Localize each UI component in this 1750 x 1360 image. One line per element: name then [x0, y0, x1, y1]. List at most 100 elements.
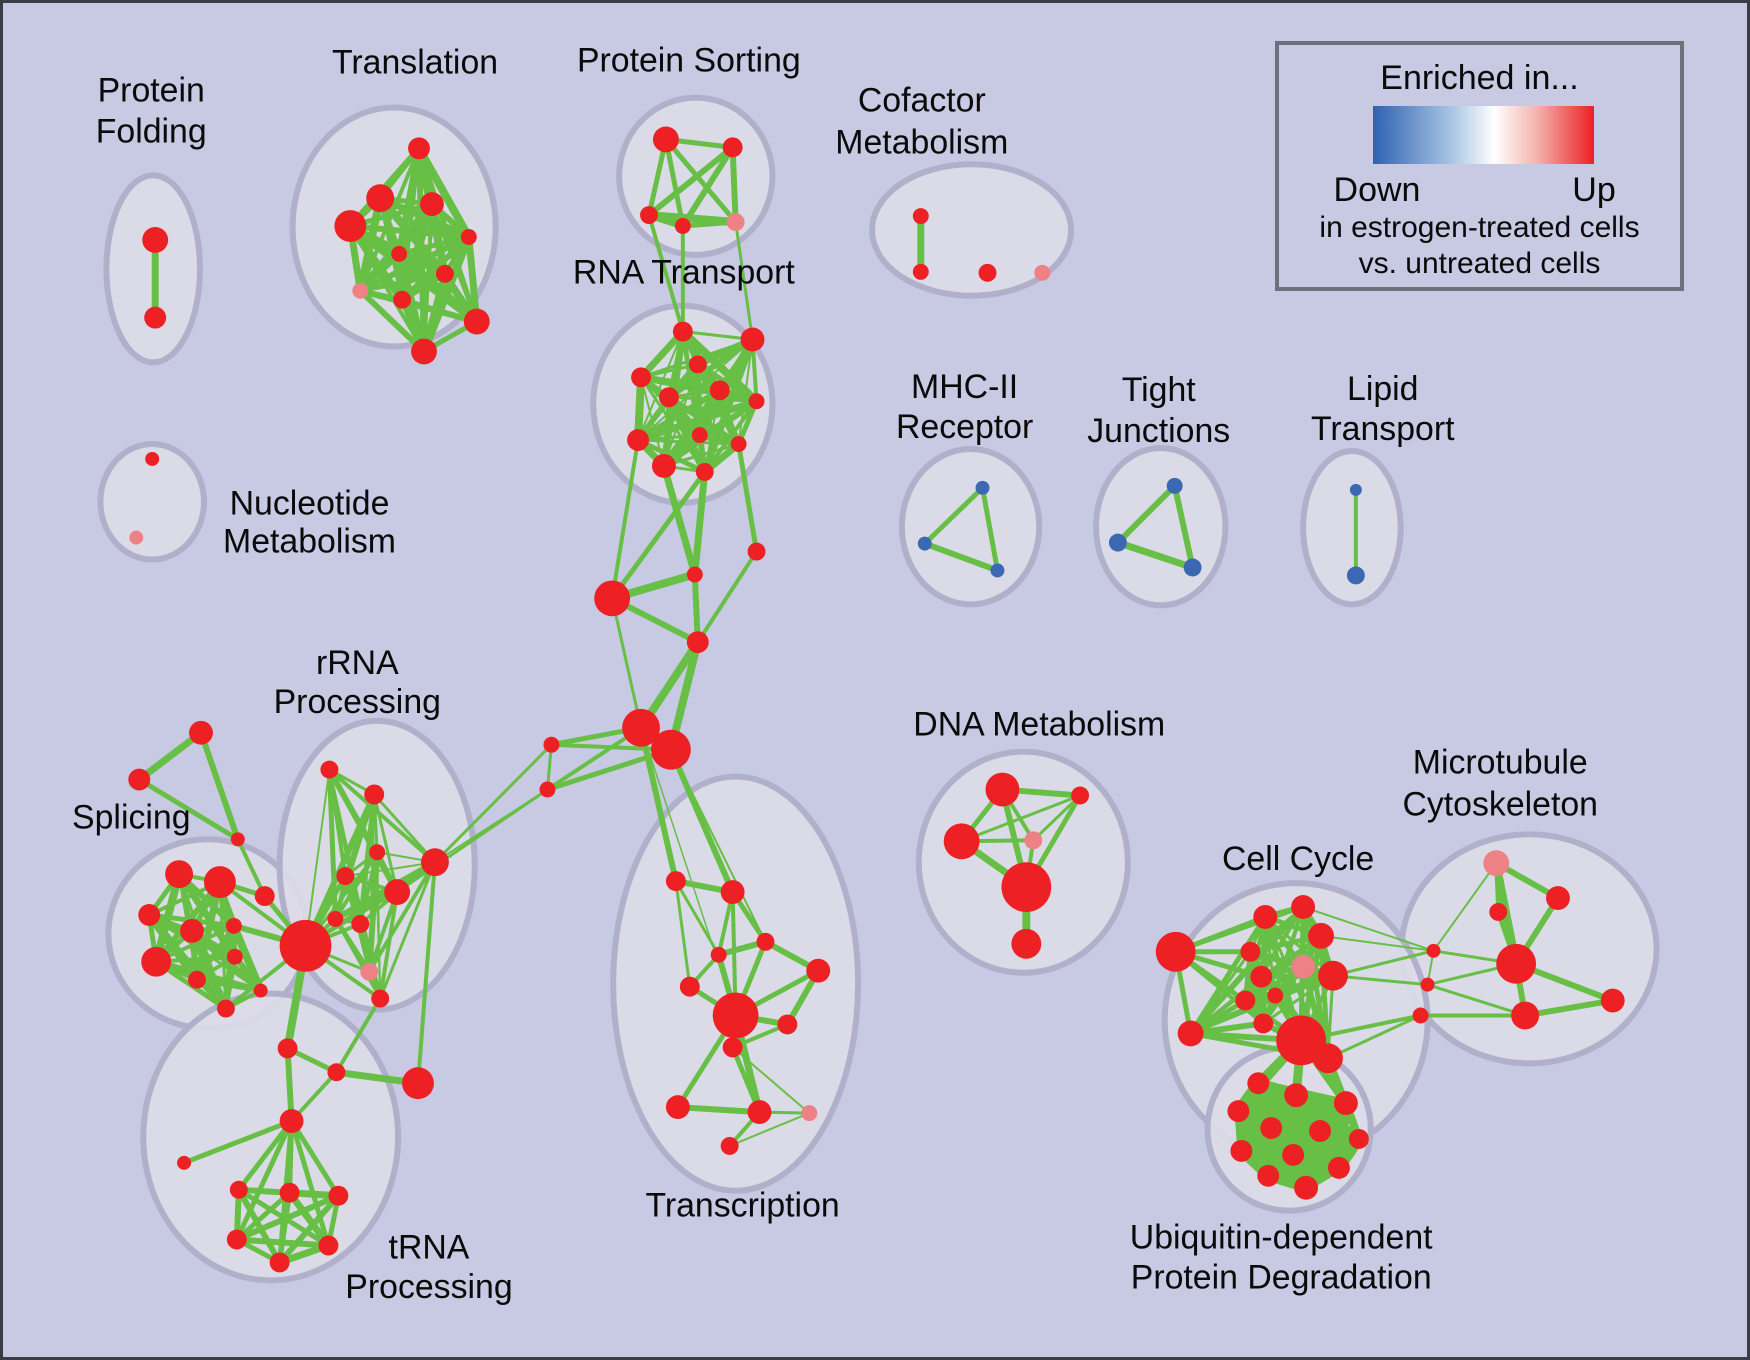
translation-edge: [399, 233, 472, 303]
tight-junctions-ellipse: [1093, 445, 1229, 609]
rrna-processing-node-6: [384, 879, 411, 906]
ubiquitin-degradation-label: Ubiquitin-dependent: [1130, 1218, 1433, 1256]
rrna-processing-node-8: [360, 962, 379, 981]
cell-cycle-node-1: [1253, 905, 1278, 929]
transcription-node-8: [722, 1037, 743, 1058]
trna-processing-edge: [233, 1192, 342, 1243]
spine-node-0: [686, 566, 703, 583]
cofactor-metabolism-node-3: [1034, 264, 1051, 281]
transcription-node-11: [801, 1105, 818, 1122]
rrna-processing-edge: [372, 792, 437, 864]
mhc-ii-receptor-node-1: [917, 536, 932, 551]
trna-processing-node-7: [269, 1252, 290, 1273]
splicing-label: Splicing: [72, 798, 190, 836]
transcription-node-4: [806, 958, 831, 983]
tight-junctions-edge: [1171, 482, 1196, 571]
protein-sorting-label: Protein Sorting: [577, 42, 801, 80]
rrna-processing-node-10: [421, 848, 449, 877]
trna-processing-edge: [234, 1190, 293, 1243]
legend-caption-line1: in estrogen-treated cells: [1319, 211, 1640, 244]
translation-edge: [415, 144, 473, 241]
spine--transcription-link: [638, 724, 679, 885]
lipid-transport-label: Transport: [1311, 410, 1455, 448]
translation-edge: [399, 297, 480, 325]
rna-transport-node-7: [691, 427, 708, 444]
spine-edge: [691, 571, 701, 646]
splice-bridge-edge: [197, 729, 241, 843]
trna-processing-node-2: [229, 1180, 248, 1199]
splice-bridge-node-0: [189, 720, 213, 745]
rrna-processing-edge: [334, 996, 383, 1075]
trna-processing-edge: [289, 1118, 331, 1248]
rrna-processing--trna-processing-link: [284, 1045, 295, 1125]
rna-transport-node-10: [651, 454, 676, 478]
tight-junctions-edge: [1114, 482, 1178, 546]
cell-cycle-node-5: [1318, 960, 1348, 991]
mhc-ii-receptor-label: MHC-II: [911, 368, 1018, 406]
rna-transport-node-3: [688, 355, 707, 374]
nodes-layer: [128, 126, 1625, 1273]
rna-transport-node-8: [627, 429, 650, 452]
dna-metabolism-label: DNA Metabolism: [913, 706, 1165, 744]
spine--transcription-link: [640, 727, 737, 1017]
microtubule-cytoskeleton-node-1: [1546, 886, 1570, 910]
splice-bridge-node-2: [230, 832, 245, 847]
mhc-ii-receptor-label: Receptor: [896, 408, 1033, 446]
trna-processing-node-1: [177, 1155, 192, 1170]
protein-folding-label: Folding: [96, 112, 207, 150]
rrna-processing-node-11: [277, 1038, 298, 1059]
rrna-processing-edge: [367, 890, 400, 974]
translation-edge: [357, 287, 427, 355]
protein-sorting-edge: [679, 144, 736, 229]
microtubule-cytoskeleton-node-5: [1600, 988, 1625, 1013]
rna-transport-label: RNA Transport: [573, 254, 795, 292]
protein-sorting-node-0: [652, 126, 679, 153]
rrna-processing-node-1: [364, 784, 385, 805]
spine--transcription-link: [669, 748, 767, 943]
splicing-node-1: [203, 866, 236, 899]
transcription-node-2: [756, 932, 775, 951]
tight-junctions-node-2: [1183, 558, 1202, 577]
cofactor-metabolism-label: Metabolism: [835, 123, 1008, 161]
ubiquitin-degradation-node-2: [1333, 1091, 1358, 1116]
rna-transport-edge: [701, 336, 757, 476]
splicing-node-3: [180, 918, 204, 943]
mhc-ii-receptor-ellipse: [898, 446, 1043, 608]
translation-node-10: [411, 338, 437, 365]
trna-processing-edge: [234, 1118, 295, 1243]
cofactor-metabolism-node-1: [912, 263, 929, 280]
cell-cycle-node-0: [1155, 931, 1196, 972]
protein-sorting--rna-transport-link: [647, 213, 685, 334]
ubiquitin-degradation-node-4: [1260, 1117, 1283, 1139]
dna-metabolism-edge: [1031, 793, 1082, 842]
nucleotide-metabolism-label: Nucleotide: [230, 485, 390, 523]
spine-node-6: [543, 736, 560, 753]
lipid-transport-label: Lipid: [1347, 370, 1418, 408]
legend-gradient-bar: [1373, 106, 1594, 164]
dna-metabolism-node-2: [943, 823, 980, 860]
rrna-processing-edge: [344, 861, 436, 878]
rna-transport-node-11: [695, 462, 714, 481]
microtubule-cytoskeleton-node-4: [1511, 1001, 1540, 1030]
cell-cycle-node-11: [1177, 1020, 1204, 1047]
protein-sorting-node-2: [640, 206, 658, 225]
transcription-node-3: [710, 946, 727, 963]
legend-up-label: Up: [1572, 171, 1616, 209]
nucleotide-metabolism-node-1: [129, 530, 144, 545]
translation-edge: [347, 223, 472, 240]
trna-processing-edge: [233, 1236, 332, 1249]
rrna-processing-node-2: [369, 844, 386, 861]
rrna-processing-node-0: [320, 760, 339, 779]
rna-transport-edge: [667, 395, 759, 403]
translation-edge: [357, 233, 472, 294]
tight-junctions-edge: [1114, 539, 1197, 571]
rna-transport-edge: [678, 327, 761, 406]
protein-sorting-edge: [729, 144, 739, 226]
trna-processing-node-0: [279, 1109, 304, 1133]
transcription-node-7: [777, 1014, 798, 1035]
spine--transcription-link: [667, 746, 736, 896]
splicing-edge: [194, 923, 237, 983]
rna-transport-node-0: [672, 321, 693, 342]
cell-cycle-node-4: [1291, 954, 1316, 979]
ubiquitin-degradation-node-1: [1284, 1083, 1309, 1108]
